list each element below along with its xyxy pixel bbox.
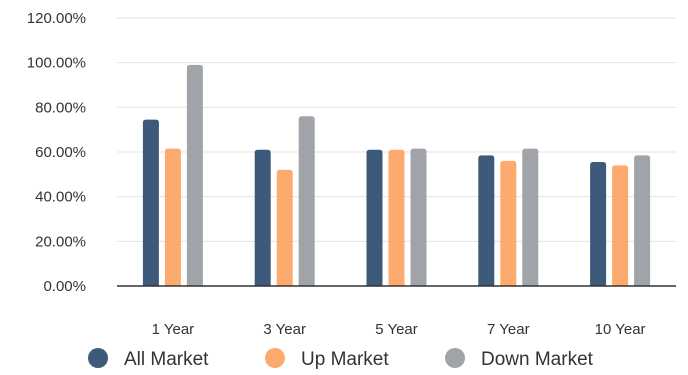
- bars: [142, 64, 651, 287]
- legend-item-down-market[interactable]: Down Market: [445, 348, 594, 370]
- bar-up-market-10-year[interactable]: [612, 165, 629, 286]
- y-tick-label: 0.00%: [43, 278, 86, 295]
- bar-all-market-10-year[interactable]: [590, 162, 607, 286]
- x-tick-label: 5 Year: [375, 321, 418, 338]
- bar-all-market-7-year[interactable]: [478, 155, 495, 286]
- bar-up-market-5-year[interactable]: [388, 149, 405, 286]
- bar-up-market-3-year[interactable]: [276, 169, 293, 286]
- legend: All Market Up Market Down Market: [88, 348, 594, 370]
- y-tick-label: 80.00%: [35, 99, 86, 116]
- y-tick-label: 20.00%: [35, 233, 86, 250]
- legend-label: Down Market: [481, 349, 594, 370]
- bar-down-market-7-year[interactable]: [522, 148, 539, 286]
- y-axis-tick-labels: 0.00% 20.00% 40.00% 60.00% 80.00% 100.00% 120.…: [27, 10, 86, 295]
- x-axis-tick-labels: 1 Year 3 Year 5 Year 7 Year 10 Year: [152, 321, 646, 338]
- bar-down-market-5-year[interactable]: [410, 148, 427, 286]
- x-tick-label: 3 Year: [263, 321, 306, 338]
- bar-down-market-1-year[interactable]: [186, 64, 203, 287]
- bar-up-market-1-year[interactable]: [164, 148, 181, 286]
- y-tick-label: 60.00%: [35, 144, 86, 161]
- x-tick-label: 7 Year: [487, 321, 530, 338]
- legend-swatch: [88, 348, 108, 368]
- x-tick-label: 10 Year: [595, 321, 646, 338]
- legend-swatch: [445, 348, 465, 368]
- legend-item-up-market[interactable]: Up Market: [265, 348, 389, 370]
- bar-up-market-7-year[interactable]: [500, 160, 517, 286]
- y-tick-label: 40.00%: [35, 189, 86, 206]
- y-tick-label: 120.00%: [27, 10, 86, 27]
- bar-all-market-5-year[interactable]: [366, 149, 383, 286]
- x-tick-label: 1 Year: [152, 321, 195, 338]
- bar-down-market-3-year[interactable]: [298, 116, 315, 287]
- bar-all-market-3-year[interactable]: [254, 149, 271, 286]
- bar-down-market-10-year[interactable]: [634, 155, 651, 286]
- legend-label: Up Market: [301, 349, 389, 370]
- bar-all-market-1-year[interactable]: [142, 119, 159, 286]
- legend-item-all-market[interactable]: All Market: [88, 348, 209, 370]
- legend-label: All Market: [124, 349, 209, 370]
- y-tick-label: 100.00%: [27, 55, 86, 72]
- legend-swatch: [265, 348, 285, 368]
